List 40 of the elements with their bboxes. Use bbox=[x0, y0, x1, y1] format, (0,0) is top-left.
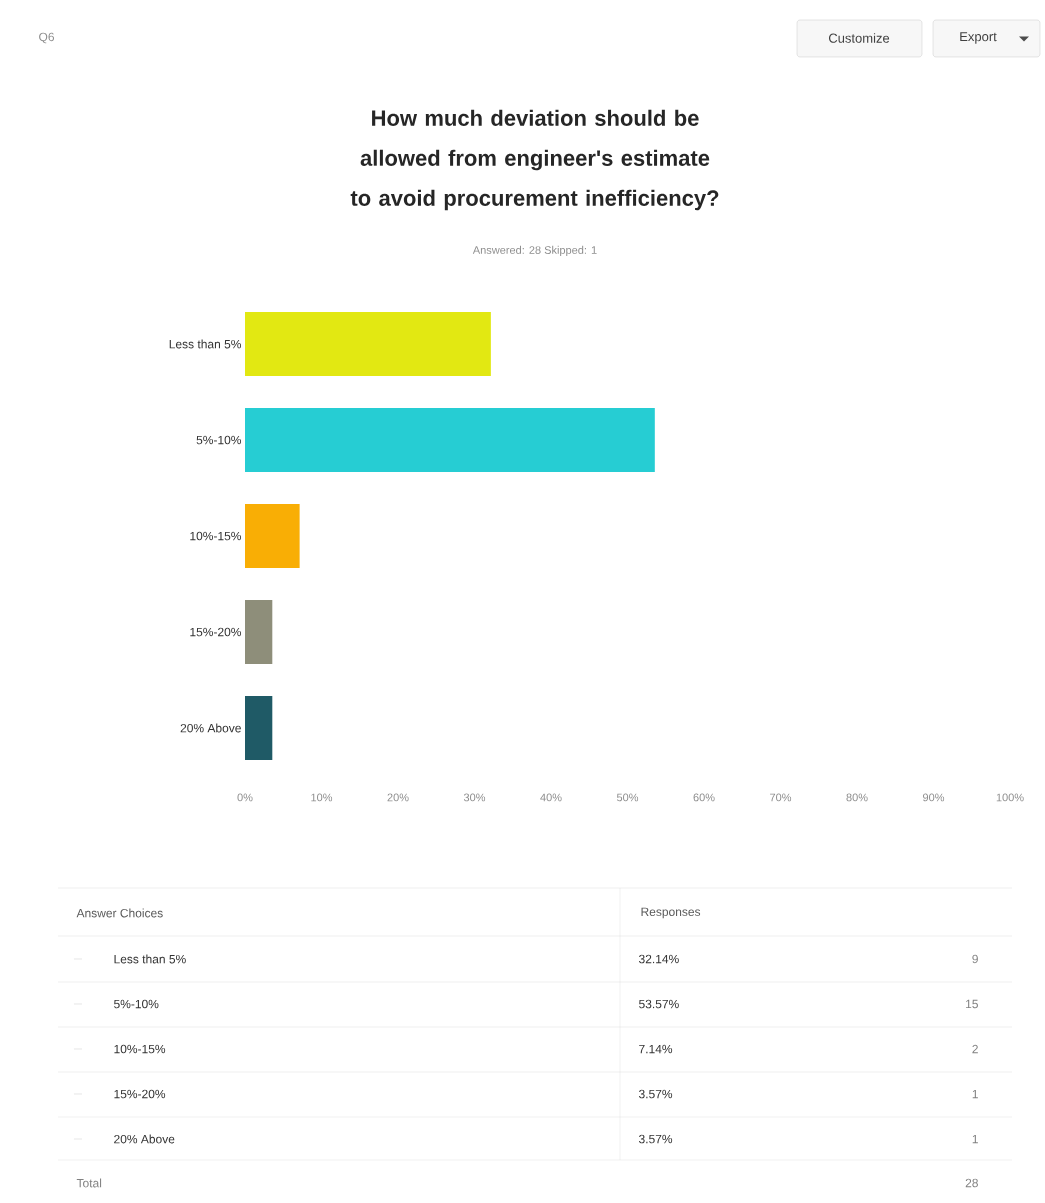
y-tick-label: 10%-15% bbox=[190, 531, 242, 541]
category-label: Less than 5% bbox=[114, 954, 186, 964]
text: Export bbox=[960, 32, 997, 44]
category-label: 10%-15% bbox=[114, 1044, 166, 1054]
text: 3.57% bbox=[638, 1134, 673, 1144]
y-tick-label: 15%-20% bbox=[190, 627, 242, 637]
y-tick-label: 20% Above bbox=[180, 723, 241, 733]
text: 3.57% bbox=[638, 1089, 673, 1099]
x-tick-label: 90% bbox=[923, 793, 945, 802]
x-tick-label: 40% bbox=[540, 793, 562, 802]
text: 7.14% bbox=[639, 1044, 673, 1054]
y-tick-label: 5%-10% bbox=[196, 435, 242, 445]
text: Customize bbox=[828, 33, 890, 43]
x-tick-label: 100% bbox=[996, 793, 1024, 802]
x-tick-label: 70% bbox=[770, 793, 792, 802]
text: 1 bbox=[972, 1134, 978, 1144]
y-tick-label: Less than 5% bbox=[169, 339, 242, 349]
x-tick-label: 80% bbox=[846, 793, 868, 802]
x-tick-label: 30% bbox=[463, 793, 486, 802]
text: 1 bbox=[972, 1089, 978, 1099]
x-tick-label: 50% bbox=[616, 793, 639, 802]
text: 28 bbox=[965, 1178, 978, 1188]
x-tick-label: 60% bbox=[693, 793, 715, 802]
text: 9 bbox=[972, 954, 978, 964]
text: Total bbox=[76, 1178, 102, 1188]
chart-title: How much deviation should be allowed from engineer's estimate to avoid procurement inefficiency? bbox=[350, 109, 719, 211]
text: 53.57% bbox=[639, 999, 679, 1009]
category-label: 5%-10% bbox=[114, 999, 159, 1009]
x-tick-label: 10% bbox=[311, 793, 333, 802]
text: 2 bbox=[972, 1044, 978, 1054]
text: Q6 bbox=[39, 32, 55, 44]
x-tick-label: 20% bbox=[387, 793, 409, 802]
category-label: 15%-20% bbox=[114, 1089, 166, 1099]
x-tick-label: 0% bbox=[237, 793, 253, 802]
text: Responses bbox=[641, 907, 701, 919]
text: 32.14% bbox=[638, 954, 679, 964]
text: 15 bbox=[966, 999, 978, 1009]
text: Answer Choices bbox=[76, 908, 163, 918]
chart-subtitle: Answered: 28 Skipped: 1 bbox=[472, 245, 597, 257]
category-label: 20% Above bbox=[114, 1134, 175, 1144]
